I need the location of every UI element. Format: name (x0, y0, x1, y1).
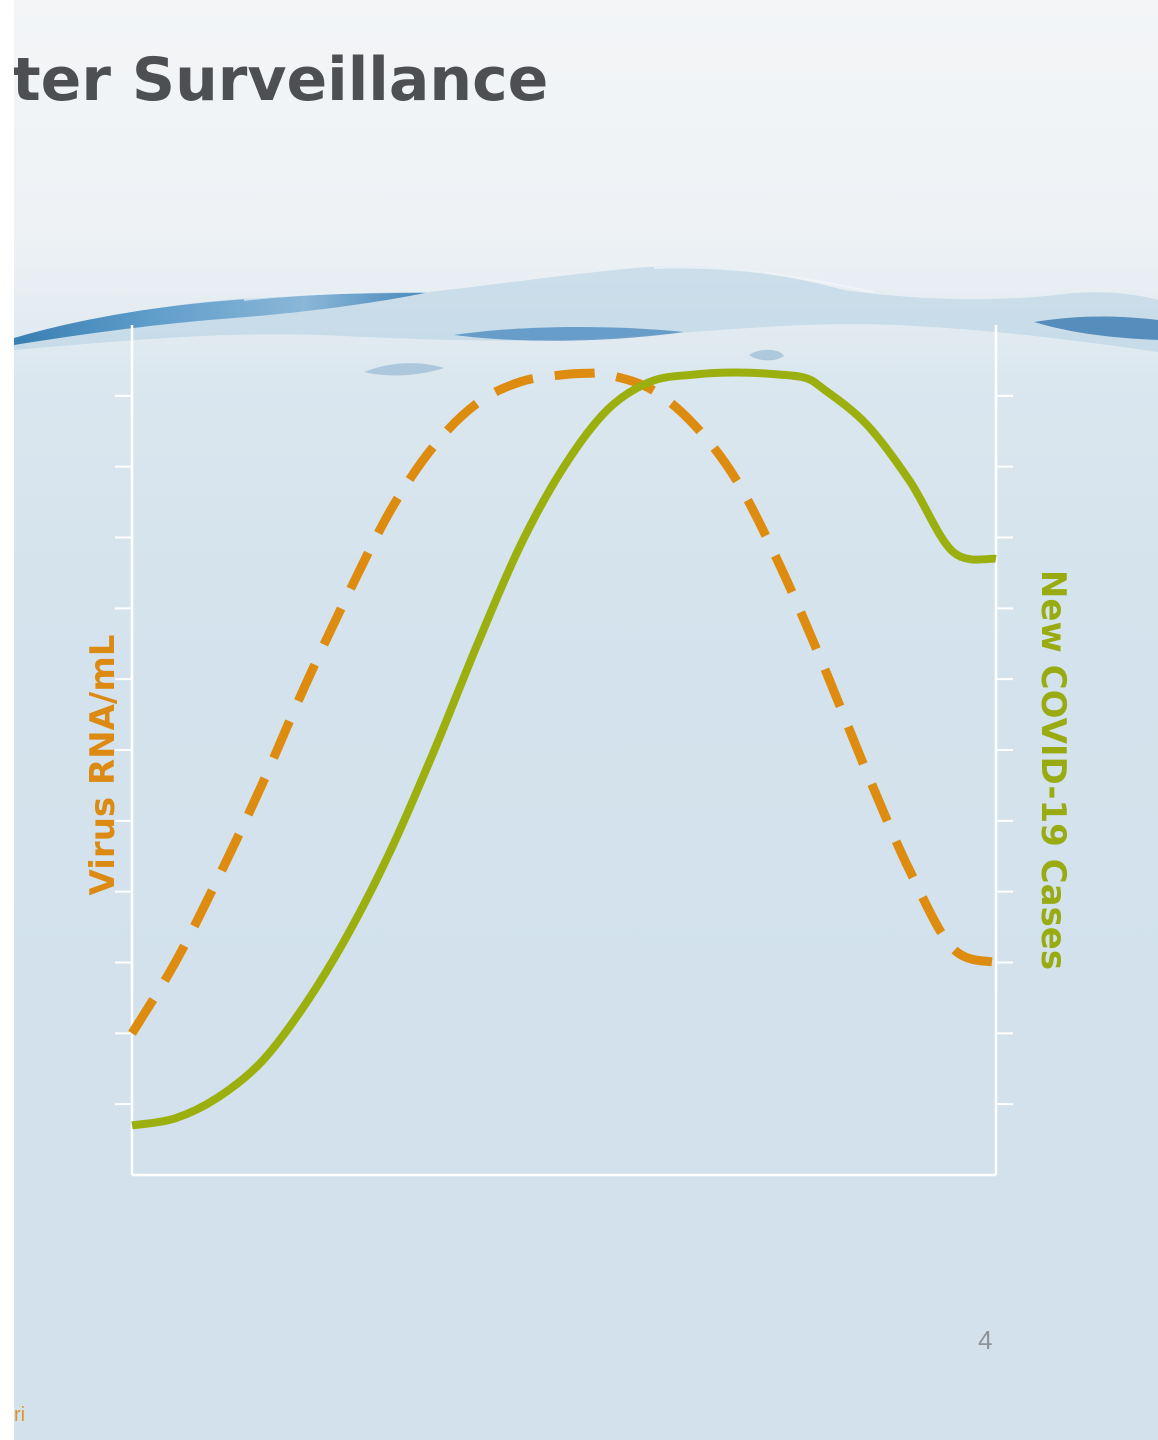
footer-text-fragment: ri (14, 1404, 26, 1426)
slide-number: 4 (978, 1325, 993, 1355)
left-axis-title: Virus RNA/mL (83, 634, 123, 896)
left-margin-strip (0, 0, 14, 1440)
water-surface-decoration (14, 266, 1158, 376)
new-cases-series-line (131, 368, 997, 1130)
virus-rna-series-line (128, 368, 998, 1036)
slide-canvas: ter Surveillance Virus RNA/mL New COVID-… (14, 0, 1158, 1440)
right-axis-title: New COVID-19 Cases (1033, 569, 1073, 971)
slide-title: ter Surveillance (14, 45, 549, 115)
chart (14, 266, 1158, 1177)
chart-axes (115, 325, 1013, 1177)
chart-series (128, 368, 998, 1130)
